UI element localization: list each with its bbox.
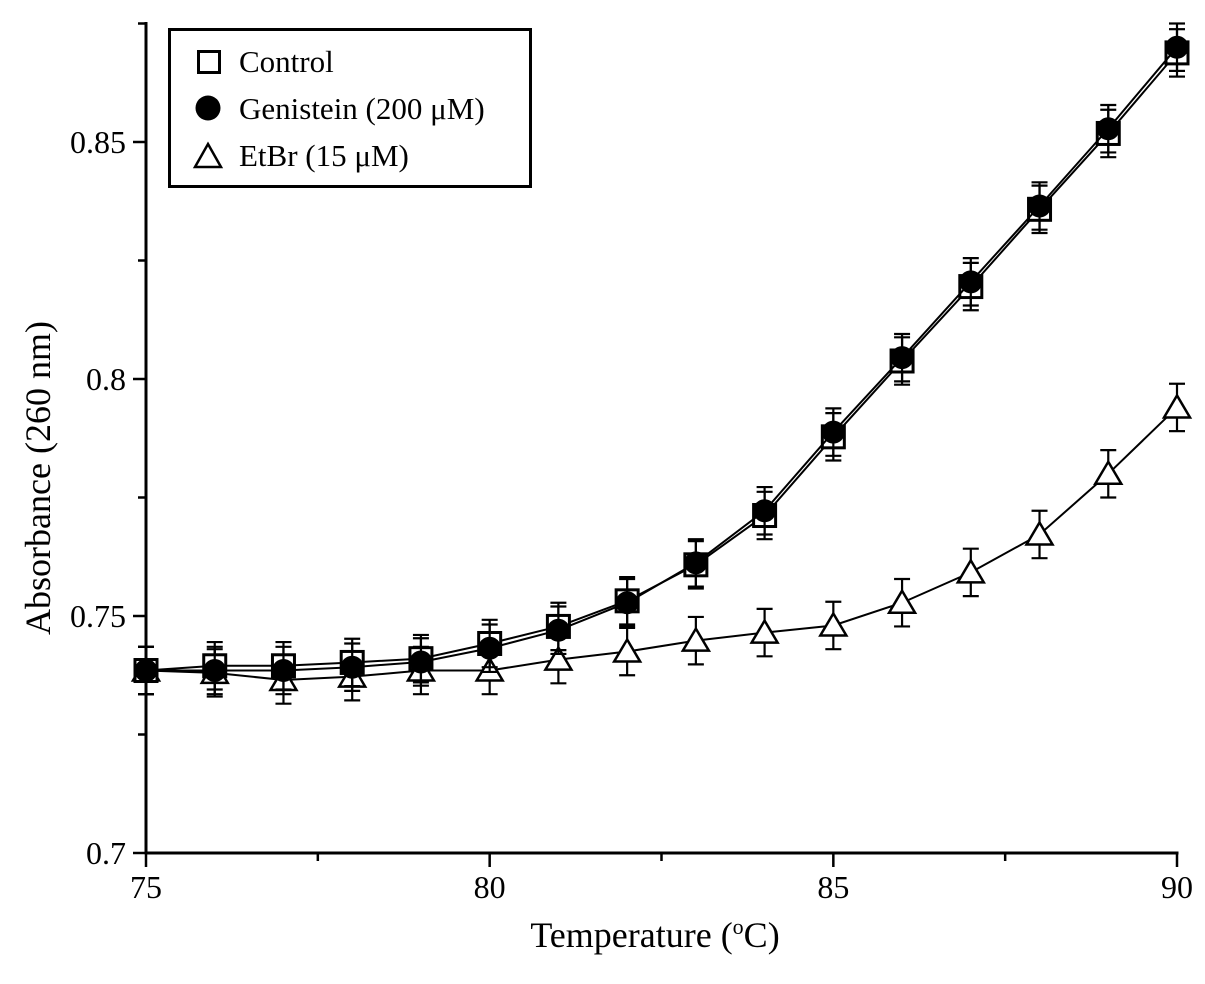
data-point-filled-circle [821,420,845,444]
data-point-open-triangle [886,588,918,614]
y-tick-label: 0.75 [70,598,126,634]
data-point-filled-circle [1165,35,1189,59]
x-tick-label: 85 [817,869,849,905]
data-point-open-triangle [749,618,780,644]
legend-label-control: Control [239,43,334,79]
x-axis-title-unit: C) [743,915,780,955]
series-line [146,46,1178,672]
data-point-open-triangle [611,637,643,663]
data-point-open-triangle [1093,459,1124,486]
data-point-filled-circle [134,659,158,683]
data-point-filled-circle [409,650,433,674]
data-point-open-triangle [1161,392,1193,419]
data-point-filled-circle [478,636,502,660]
y-axis-title: Absorbance (260 nm) [18,321,58,635]
data-point-filled-circle [684,551,708,575]
data-point-filled-circle [615,591,639,615]
x-tick-label: 90 [1161,869,1193,905]
series-markers [134,35,1189,683]
series-etbr-15-m [130,382,1193,705]
data-point-open-triangle [1024,520,1055,546]
data-point-filled-circle [546,618,570,642]
data-point-filled-circle [271,659,295,683]
data-point-open-triangle [955,557,986,584]
filled-circle-marker-icon [195,95,221,121]
data-point-filled-circle [1028,194,1052,218]
tick-labels: 0.7 0.75 0.8 0.85 75 80 85 90 [70,124,1193,905]
data-point-open-triangle [543,645,574,671]
error-bars [138,22,1185,696]
y-tick-label: 0.8 [86,361,126,397]
x-tick-label: 80 [474,869,506,905]
open-triangle-marker-icon [192,141,224,169]
data-point-filled-circle [890,346,914,370]
x-tick-label: 75 [130,869,162,905]
data-point-open-triangle [818,611,849,637]
axis-ticks [133,22,1179,867]
x-axis-title: Temperature (oC) [530,914,779,956]
legend-label-genistein: Genistein (200 μM) [239,90,485,126]
legend-item-genistein: Genistein (200 μM) [191,91,529,125]
y-tick-label: 0.7 [86,835,126,871]
degree-superscript: o [732,914,744,939]
series-genistein-200-m [134,22,1189,696]
open-square-marker-icon [197,50,221,74]
legend-label-etbr: EtBr (15 μM) [239,137,409,173]
data-point-open-triangle [680,626,712,652]
data-point-filled-circle [753,499,777,523]
data-point-filled-circle [340,655,364,679]
x-axis-title-text: Temperature ( [530,915,733,955]
series-line [145,406,1178,681]
data-point-filled-circle [1096,117,1120,141]
legend-item-etbr: EtBr (15 μM) [191,138,529,172]
data-point-filled-circle [203,659,227,683]
y-tick-label: 0.85 [70,124,126,160]
data-point-filled-circle [959,270,983,294]
legend-item-control: Control [191,44,529,78]
chart-legend: Control Genistein (200 μM) EtBr (15 μM) [168,28,532,188]
